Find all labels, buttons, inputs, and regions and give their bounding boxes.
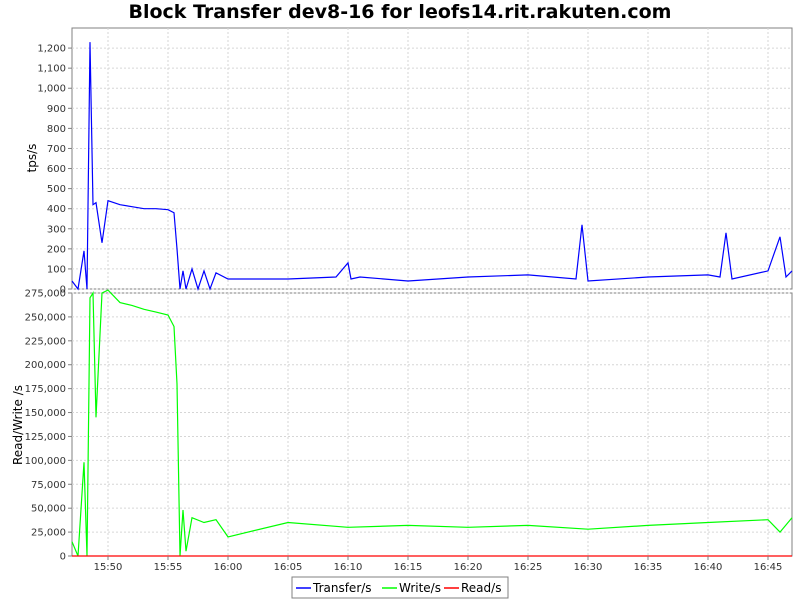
legend: Transfer/s Write/s Read/s: [291, 576, 509, 599]
y-tick-label: 0: [60, 285, 66, 296]
y-tick-label: 250,000: [25, 312, 66, 323]
bottom-y-ticks: 0 25,000 50,000 75,000 100,000 125,000 150,000…: [25, 289, 72, 563]
y-tick-label: 800: [47, 124, 66, 135]
y-tick-label: 100: [47, 264, 66, 275]
y-tick-label: 200,000: [25, 360, 66, 371]
y-tick-label: 500: [47, 184, 66, 195]
x-tick-label: 15:55: [154, 562, 183, 573]
y-tick-label: 600: [47, 164, 66, 175]
x-tick-label: 16:45: [754, 562, 783, 573]
x-tick-label: 16:15: [394, 562, 423, 573]
y-tick-label: 200: [47, 244, 66, 255]
y-tick-label: 175,000: [25, 384, 66, 395]
bottom-plot-area: [71, 292, 793, 557]
series-line-transfers: [71, 42, 793, 291]
y-tick-label: 1,200: [37, 44, 66, 55]
x-axis-ticks: 15:50 15:55 16:00 16:05 16:10 16:15 16:20 16:25…: [94, 556, 783, 573]
x-tick-label: 16:30: [574, 562, 603, 573]
x-tick-label: 16:00: [214, 562, 243, 573]
top-plot-area: [71, 27, 793, 290]
y-tick-label: 25,000: [31, 528, 66, 539]
y-tick-label: 225,000: [25, 336, 66, 347]
y-tick-label: 100,000: [25, 456, 66, 467]
bottom-y-axis-label: Read/Write /s: [11, 385, 25, 465]
x-tick-label: 16:10: [334, 562, 363, 573]
y-tick-label: 900: [47, 104, 66, 115]
top-y-axis-label: tps/s: [25, 144, 39, 173]
top-y-ticks: 0 100 200 300 400 500 600 700 800 900 1,000 1,100 1,…: [37, 44, 72, 296]
y-tick-label: 700: [47, 144, 66, 155]
y-tick-label: 1,100: [37, 64, 66, 75]
x-tick-label: 16:40: [694, 562, 723, 573]
bottom-series: [71, 289, 793, 557]
y-tick-label: 400: [47, 204, 66, 215]
chart-title: Block Transfer dev8-16 for leofs14.rit.r…: [129, 1, 672, 23]
x-tick-label: 16:25: [514, 562, 543, 573]
legend-label-write: Write/s: [399, 581, 441, 595]
legend-label-read: Read/s: [461, 581, 501, 595]
x-tick-label: 16:35: [634, 562, 663, 573]
y-tick-label: 0: [60, 552, 66, 563]
x-tick-label: 16:20: [454, 562, 483, 573]
top-series: [71, 42, 793, 291]
y-tick-label: 300: [47, 224, 66, 235]
legend-label-transfer: Transfer/s: [312, 581, 372, 595]
top-panel: 0 100 200 300 400 500 600 700 800 900 1,000 1,100 1,…: [25, 27, 793, 296]
y-tick-label: 150,000: [25, 408, 66, 419]
y-tick-label: 275,000: [25, 289, 66, 300]
legend-box: [291, 576, 509, 599]
x-tick-label: 15:50: [94, 562, 123, 573]
y-tick-label: 1,000: [37, 84, 66, 95]
y-tick-label: 75,000: [31, 480, 66, 491]
y-tick-label: 50,000: [31, 504, 66, 515]
bottom-panel: 0 25,000 50,000 75,000 100,000 125,000 150,000…: [11, 289, 793, 563]
series-line-writes: [71, 289, 793, 557]
x-tick-label: 16:05: [274, 562, 303, 573]
y-tick-label: 125,000: [25, 432, 66, 443]
